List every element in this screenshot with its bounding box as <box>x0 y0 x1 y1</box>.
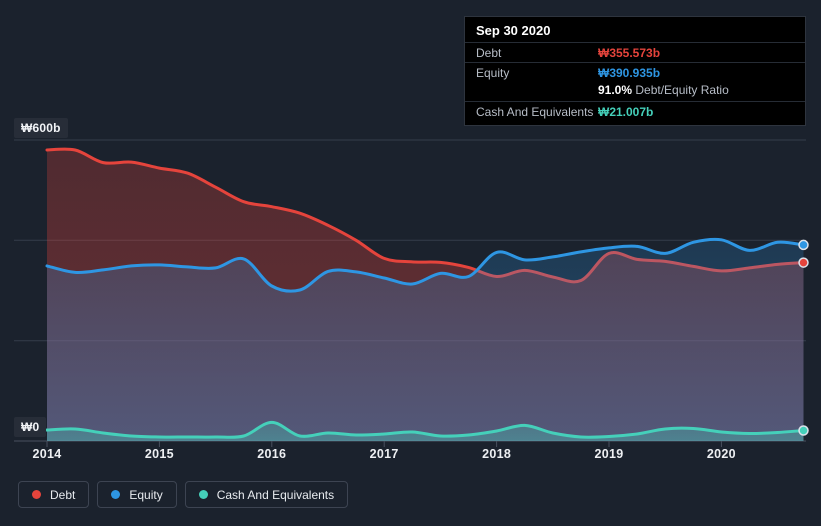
tooltip-value-cash: ₩21.007b <box>598 105 654 119</box>
y-axis-label-600b: ₩600b <box>14 118 68 138</box>
x-axis-label-2015: 2015 <box>144 447 174 461</box>
tooltip-label-cash: Cash And Equivalents <box>476 105 594 119</box>
x-axis-label-2018: 2018 <box>482 447 512 461</box>
equity-series-dot-icon <box>111 490 121 499</box>
tooltip-date: Sep 30 2020 <box>465 17 805 43</box>
legend-label-cash: Cash And Equivalents <box>216 487 335 502</box>
tooltip-label-equity: Equity <box>476 66 510 80</box>
x-axis-label-2020: 2020 <box>706 447 736 461</box>
legend-label-equity: Equity <box>129 487 163 502</box>
tooltip-row-equity: Equity ₩390.935b <box>465 63 805 82</box>
equity-endpoint-marker <box>798 239 809 251</box>
cash-and-equivalents-line <box>45 420 805 439</box>
cash-and-equivalents-endpoint-marker <box>798 425 809 436</box>
debt-series-dot-icon <box>32 490 41 499</box>
legend-item-debt[interactable]: Debt <box>18 481 90 508</box>
tooltip-row-cash: Cash And Equivalents ₩21.007b <box>465 102 805 125</box>
chart-tooltip: Sep 30 2020 Debt ₩355.573b Equity ₩390.9… <box>464 16 806 126</box>
tooltip-label-debt: Debt <box>476 46 502 60</box>
x-axis-label-2014: 2014 <box>32 447 62 461</box>
equity-area <box>47 239 804 441</box>
legend-item-equity[interactable]: Equity <box>97 481 177 508</box>
equity-line <box>45 237 805 293</box>
tooltip-value-debt: ₩355.573b <box>598 46 661 60</box>
x-axis-label-2017: 2017 <box>369 447 399 461</box>
debt-endpoint-marker <box>798 257 809 268</box>
legend-label-debt: Debt <box>50 487 76 502</box>
legend: Debt Equity Cash And Equivalents <box>18 481 349 508</box>
tooltip-value-equity: ₩390.935b <box>598 66 661 80</box>
legend-item-cash[interactable]: Cash And Equivalents <box>184 481 349 508</box>
cash-series-dot-icon <box>198 490 208 499</box>
x-axis-label-2019: 2019 <box>594 447 624 461</box>
tooltip-ratio-value: 91.0% <box>598 83 633 97</box>
y-axis-label-0: ₩0 <box>14 417 47 437</box>
x-axis-label-2016: 2016 <box>257 447 287 461</box>
tooltip-row-ratio: 91.0% Debt/Equity Ratio <box>465 82 805 102</box>
tooltip-ratio-label: Debt/Equity Ratio <box>635 83 729 97</box>
tooltip-row-debt: Debt ₩355.573b <box>465 43 805 63</box>
